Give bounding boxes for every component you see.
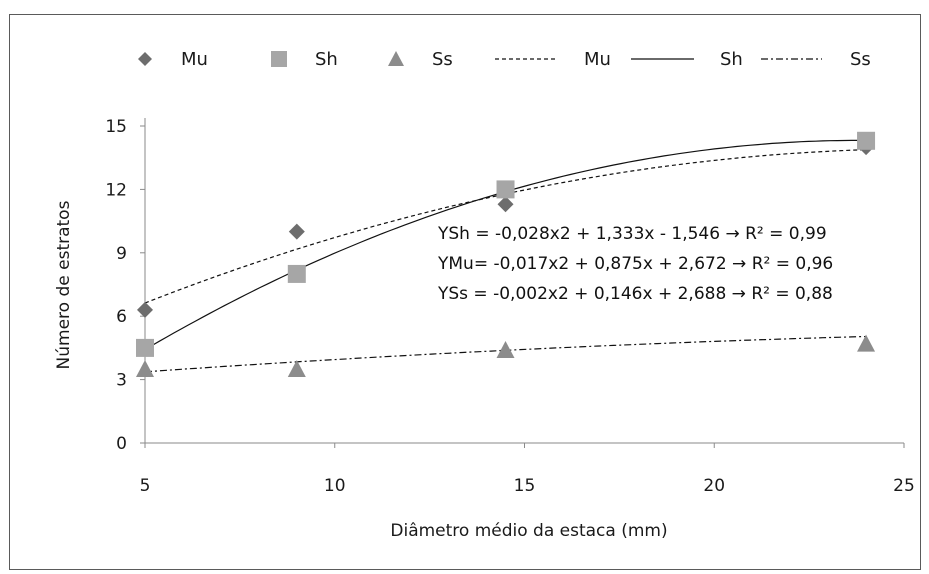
legend-trend-label-mu: Mu — [584, 49, 611, 70]
point-mu — [137, 301, 153, 318]
y-tick-label: 6 — [116, 307, 127, 327]
equation-label: YSh = -0,028x2 + 1,333x - 1,546 → R² = 0… — [437, 224, 827, 244]
x-tick-label: 5 — [140, 476, 151, 496]
axes: 0 3 6 9 12 15 5 10 15 20 25 — [105, 117, 914, 496]
legend-marker-mu — [138, 52, 152, 66]
point-sh — [136, 338, 154, 357]
equation-label: YMu= -0,017x2 + 0,875x + 2,672 → R² = 0,… — [437, 254, 833, 274]
legend: Mu Sh Ss Mu Sh Ss — [138, 49, 871, 70]
legend-marker-ss — [388, 51, 404, 66]
chart-frame: Mu Sh Ss Mu Sh Ss 0 3 6 9 12 15 5 10 15 20 25 YSh = -0,… — [9, 14, 921, 570]
legend-label-ss: Ss — [432, 49, 453, 70]
point-mu — [288, 223, 305, 240]
x-tick-label: 10 — [324, 476, 346, 496]
point-ss — [136, 360, 154, 378]
point-ss — [287, 360, 306, 378]
y-axis-title: Número de estratos — [54, 200, 74, 369]
x-tick-label: 20 — [703, 476, 725, 496]
legend-label-mu: Mu — [181, 49, 208, 70]
x-axis-title: Diâmetro médio da estaca (mm) — [390, 521, 667, 541]
y-tick-label: 12 — [105, 180, 127, 200]
point-sh — [496, 180, 515, 199]
x-tick-label: 25 — [893, 476, 915, 496]
scatter-chart: Mu Sh Ss Mu Sh Ss 0 3 6 9 12 15 5 10 15 20 25 YSh = -0,… — [54, 49, 915, 541]
trendline-mu — [144, 149, 867, 304]
point-sh — [857, 131, 876, 150]
point-mu — [497, 196, 514, 213]
data-points — [136, 131, 876, 378]
x-tick-label: 15 — [514, 476, 536, 496]
legend-trend-label-ss: Ss — [850, 49, 871, 70]
legend-label-sh: Sh — [315, 49, 338, 70]
y-tick-label: 0 — [116, 434, 127, 454]
point-ss — [496, 341, 515, 359]
point-sh — [287, 264, 306, 283]
y-tick-label: 3 — [116, 371, 127, 391]
equation-label: YSs = -0,002x2 + 0,146x + 2,688 → R² = 0… — [437, 284, 833, 304]
y-tick-label: 15 — [105, 117, 127, 137]
y-tick-label: 9 — [116, 244, 127, 264]
legend-trend-label-sh: Sh — [720, 49, 743, 70]
equations: YSh = -0,028x2 + 1,333x - 1,546 → R² = 0… — [437, 224, 833, 304]
trendline-sh — [144, 139, 866, 351]
point-ss — [857, 334, 876, 352]
legend-marker-sh — [271, 51, 287, 67]
